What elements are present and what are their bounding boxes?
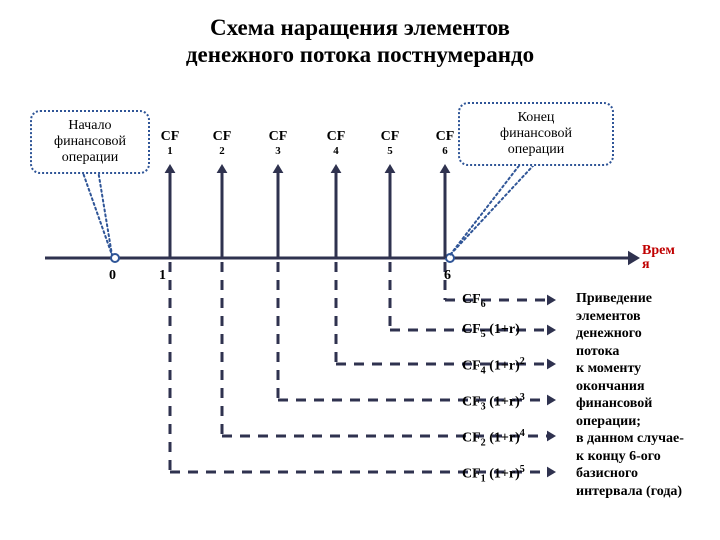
cf-arrow-label: CF6 bbox=[425, 130, 465, 157]
cf-arrow-label: CF3 bbox=[258, 130, 298, 157]
tick-label: 6 bbox=[444, 268, 451, 284]
callout-end: Конецфинансовойоперации bbox=[458, 102, 614, 166]
tick-label: 1 bbox=[159, 268, 166, 284]
compound-formula: CF4 (1+r)2 bbox=[462, 356, 525, 376]
cf-arrow-label: CF2 bbox=[202, 130, 242, 157]
compound-formula: CF5 (1+r) bbox=[462, 322, 520, 340]
time-axis-label: Время bbox=[642, 244, 702, 272]
side-text: Приведениеэлементовденежногопотокак моме… bbox=[576, 290, 684, 500]
cf-arrow-label: CF5 bbox=[370, 130, 410, 157]
compound-formula: CF6 bbox=[462, 292, 486, 310]
diagram-stage: Схема наращения элементов денежного пото… bbox=[0, 0, 720, 540]
callout-start: Началофинансовойоперации bbox=[30, 110, 150, 174]
cf-arrow-label: CF1 bbox=[150, 130, 190, 157]
compound-formula: CF1 (1+r)5 bbox=[462, 464, 525, 484]
compound-formula: CF3 (1+r)3 bbox=[462, 392, 525, 412]
cf-arrow-label: CF4 bbox=[316, 130, 356, 157]
compound-formula: CF2 (1+r)4 bbox=[462, 428, 525, 448]
tick-label: 0 bbox=[109, 268, 116, 284]
